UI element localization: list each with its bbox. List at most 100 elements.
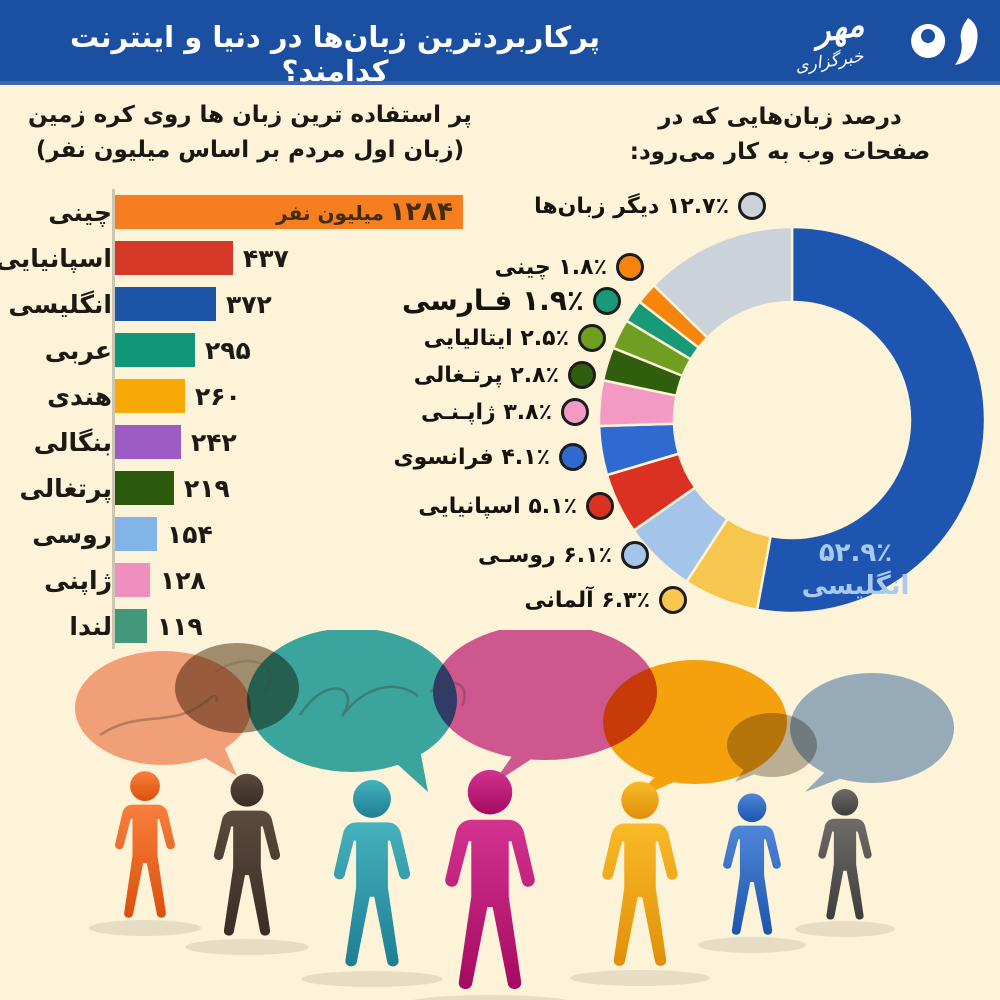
legend-marker-circle [568,361,596,389]
donut-segment-10 [652,225,794,339]
bar-label: اسپانیایی [0,243,112,273]
bar-segment [115,425,181,459]
header: پرکاربردترین زبان‌ها در دنیا و اینترنت ک… [0,0,1000,88]
bar-row-6: پرتغالی ۲۱۹ [0,465,500,511]
bar-segment [115,379,185,413]
person-shadow [413,995,567,1000]
speech-bubble [247,628,457,792]
legend-item: ۳.۸٪ ژاپـنـی [421,398,589,426]
bar-value: ۲۹۵ [205,335,251,365]
donut-chart [597,225,987,615]
legend-label: ۱.۹٪ فـارسی [401,284,584,317]
person-figure [213,773,281,936]
legend-marker-circle [621,541,649,569]
page-title: پرکاربردترین زبان‌ها در دنیا و اینترنت ک… [69,20,601,88]
bar-value: ۴۳۷ [243,243,289,273]
logo-blob-right [955,18,978,65]
bar-track: ۴۳۷ [112,235,500,281]
legend-item: ۱۲.۷٪ دیگر زبان‌ها [534,192,766,220]
bar-track: ۲۴۲ [112,419,500,465]
illustration-canvas [75,624,954,1000]
donut-inner-label-name: انگلیسی [801,570,910,601]
bar-segment [115,471,174,505]
bar-chart: چینی ۱۲۸۴ میلیون نفر اسپانیایی ۴۳۷ انگلیسی ۳۷… [0,189,500,649]
bar-segment [115,563,150,597]
donut-segment-0 [755,225,987,615]
bar-track: ۱۲۸ [112,557,500,603]
bar-value: ۲۴۲ [191,427,237,457]
person-shadow [301,971,443,987]
legend-item: ۲.۵٪ ایتالیایی [424,324,606,352]
legend-marker-circle [578,324,606,352]
bar-label: هندی [47,381,112,411]
bar-segment [115,287,216,321]
legend-marker-circle [616,253,644,281]
legend-marker-circle [659,586,687,614]
bar-track: ۱۲۸۴ میلیون نفر [112,189,500,235]
person-shadow [185,939,309,955]
bar-row-5: بنگالی ۲۴۲ [0,419,500,465]
bar-row-7: روسی ۱۵۴ [0,511,500,557]
speech-bubble [433,624,657,785]
legend-marker-circle [561,398,589,426]
bar-track: ۱۵۴ [112,511,500,557]
legend-label: ۱.۸٪ چینی [494,254,607,280]
bar-label: ژاپنی [44,565,112,595]
bar-chart-title: پر استفاده ترین زبان ها روی کره زمین (زب… [8,98,492,167]
legend-label: ۳.۸٪ ژاپـنـی [420,399,552,425]
bar-label: بنگالی [33,427,112,457]
legend-marker-circle [738,192,766,220]
bar-row-3: عربی ۲۹۵ [0,327,500,373]
logo-agency-text: خبرگزاری [794,45,866,77]
bar-label: پرتغالی [19,473,112,503]
bar-row-4: هندی ۲۶۰ [0,373,500,419]
legend-label: ۴.۱٪ فرانسوی [393,444,550,470]
calligraphy-watermark [99,659,466,737]
legend-item: ۱.۸٪ چینی [495,253,644,281]
bar-value: ۱۲۸ [160,565,206,595]
person-figure [333,779,411,967]
person-figure [602,781,678,966]
legend-marker-circle [559,443,587,471]
legend-item: ۵.۱٪ اسپانیایی [418,492,614,520]
bar-chart-title-line1: پر استفاده ترین زبان ها روی کره زمین [28,102,472,128]
mehr-logo-mark: مهر خبرگزاری [794,5,978,77]
person-figure [723,793,781,935]
bar-value: ۱۵۴ [167,519,213,549]
donut-inner-label-percent: ۵۲.۹٪ [818,538,893,568]
bar-segment: ۱۲۸۴ میلیون نفر [115,195,463,229]
mehr-logo: مهر خبرگزاری [692,2,992,86]
legend-item: ۲.۸٪ پرتـغالی [414,361,596,389]
legend-label: ۶.۳٪ آلمانی [524,587,650,613]
legend-marker-circle [586,492,614,520]
donut-chart-title-line1: درصد زبان‌هایی که در [658,104,902,130]
bar-value: ۲۶۰ [195,381,241,411]
bar-label: روسی [32,519,112,549]
bar-track: ۲۶۰ [112,373,500,419]
donut-chart-section: درصد زبان‌هایی که در صفحات وب به کار می‌… [393,85,1000,645]
person-figure [445,769,535,990]
legend-item: ۴.۱٪ فرانسوی [393,443,587,471]
bar-track: ۳۷۲ [112,281,500,327]
bar-label: لندا [69,611,112,641]
bar-value: ۱۱۹ [157,611,203,641]
bar-track: ۲۹۵ [112,327,500,373]
bar-label: انگلیسی [8,289,112,319]
donut-inner-label: ۵۲.۹٪ انگلیسی [753,537,958,602]
bar-value: ۲۱۹ [184,473,230,503]
bar-segment [115,333,195,367]
bar-row-9: لندا ۱۱۹ [0,603,500,649]
bar-value: ۳۷۲ [226,289,272,319]
legend-label: ۱۲.۷٪ دیگر زبان‌ها [534,193,729,219]
person-shadow [795,921,895,937]
bar-row-1: اسپانیایی ۴۳۷ [0,235,500,281]
bar-segment [115,517,157,551]
bar-segment [115,241,233,275]
people-speech-illustration [0,624,1000,1000]
legend-label: ۲.۵٪ ایتالیایی [423,325,569,351]
legend-label: ۲.۸٪ پرتـغالی [413,362,559,388]
logo-blob-cut [921,29,935,43]
bar-track: ۲۱۹ [112,465,500,511]
bar-segment [115,609,147,643]
